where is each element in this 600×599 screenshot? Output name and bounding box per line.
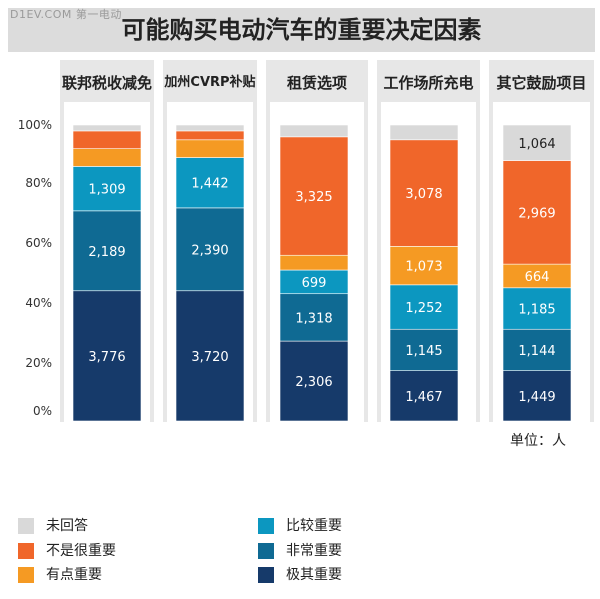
panel-body [493, 102, 590, 422]
y-tick-label: 100% [17, 118, 52, 132]
category-label: 联邦税收减免 [61, 74, 152, 92]
panel-body [64, 102, 150, 422]
y-tick-label: 40% [25, 296, 52, 310]
legend-swatch [18, 518, 34, 534]
legend-swatch [258, 543, 274, 559]
legend-swatch [258, 518, 274, 534]
legend-swatch [18, 567, 34, 583]
category-label: 租赁选项 [286, 74, 347, 92]
watermark: D1EV.COM 第一电动 [10, 8, 122, 21]
panel-body [381, 102, 476, 422]
legend-label: 比较重要 [286, 518, 342, 534]
y-tick-label: 60% [25, 236, 52, 250]
panel-workplace-charging: 工作场所充电 [377, 60, 480, 422]
chart-title: 可能购买电动汽车的重要决定因素 [121, 16, 482, 44]
legend-label: 非常重要 [286, 543, 342, 559]
panel-body [270, 102, 364, 422]
legend-label: 不是很重要 [46, 543, 116, 559]
panel-cvrp-rebate: 加州CVRP补贴 [163, 60, 257, 422]
y-tick-label: 0% [32, 404, 52, 418]
legend-label: 未回答 [46, 518, 88, 534]
category-label: 其它鼓励项目 [496, 74, 587, 92]
legend-label: 有点重要 [46, 567, 102, 583]
y-tick-label: 20% [25, 356, 52, 370]
legend-label: 极其重要 [286, 567, 342, 583]
panel-other-incentives: 其它鼓励项目 [489, 60, 594, 422]
unit-label: 单位：人 [510, 433, 566, 449]
category-label: 加州CVRP补贴 [164, 75, 256, 90]
title-bar: 可能购买电动汽车的重要决定因素 [8, 8, 595, 52]
category-label: 工作场所充电 [383, 74, 474, 92]
legend-swatch [258, 567, 274, 583]
y-tick-label: 80% [25, 176, 52, 190]
panel-lease-option: 租赁选项 [266, 60, 368, 422]
legend-swatch [18, 543, 34, 559]
panel-federal-tax-credit: 联邦税收减免 [60, 60, 154, 422]
panel-body [167, 102, 253, 422]
